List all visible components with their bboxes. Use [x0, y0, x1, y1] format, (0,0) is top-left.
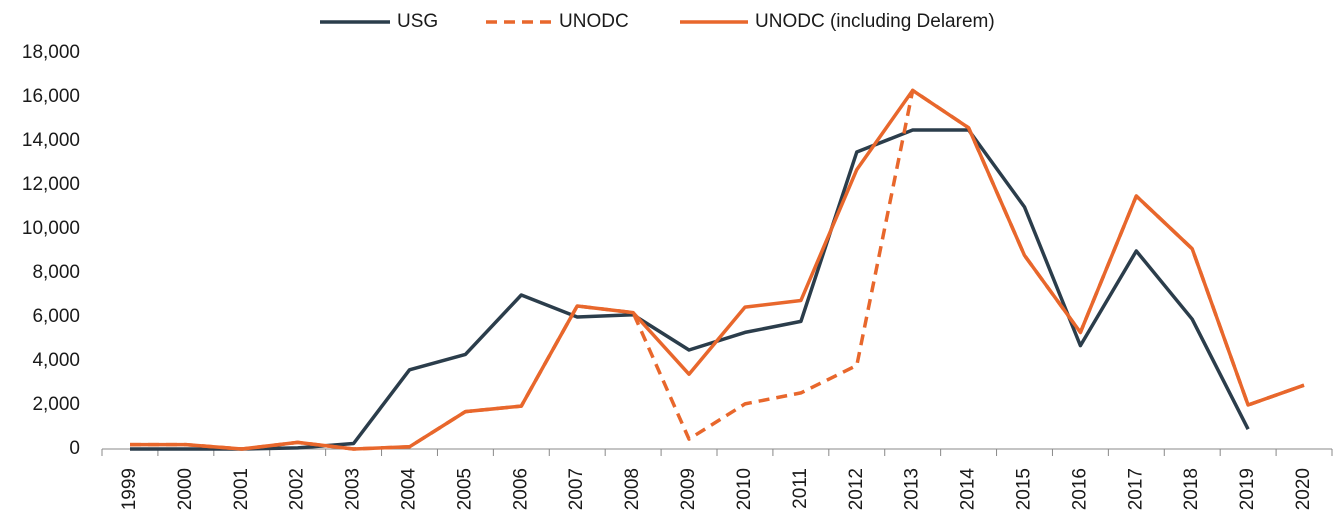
y-tick-label: 14,000	[22, 130, 80, 151]
x-tick-label: 2011	[790, 468, 811, 509]
y-tick-label: 18,000	[22, 42, 80, 63]
x-tick-label: 2004	[399, 468, 420, 511]
x-tick-label: 2019	[1237, 468, 1258, 510]
y-tick-label: 10,000	[22, 218, 80, 239]
series-line	[130, 88, 1305, 451]
x-tick-label: 2008	[622, 468, 643, 510]
x-tick-label: 1999	[119, 468, 140, 510]
legend-label: USG	[397, 11, 438, 32]
y-tick-label: 8,000	[32, 262, 80, 283]
x-tick-label: 2014	[958, 468, 979, 511]
y-tick-label: 12,000	[22, 174, 80, 195]
y-tick-label: 2,000	[32, 394, 80, 415]
legend-label: UNODC (including Delarem)	[755, 11, 995, 32]
y-tick-label: 0	[69, 438, 80, 459]
x-tick-label: 2005	[454, 468, 475, 510]
y-tick-label: 6,000	[32, 306, 80, 327]
x-tick-label: 2020	[1293, 468, 1314, 510]
x-tick-label: 2012	[846, 468, 867, 510]
x-tick-label: 2002	[287, 468, 308, 510]
x-tick-label: 2007	[566, 468, 587, 510]
y-tick-label: 4,000	[32, 350, 80, 371]
x-tick-label: 2015	[1014, 468, 1035, 510]
x-tick-label: 2016	[1069, 468, 1090, 510]
x-tick-label: 2003	[343, 468, 364, 510]
x-tick-label: 2001	[231, 468, 252, 510]
series-line	[130, 88, 1305, 451]
legend-label: UNODC	[559, 11, 629, 32]
x-tick-label: 2018	[1181, 468, 1202, 510]
x-tick-label: 2009	[678, 468, 699, 510]
x-tick-label: 2017	[1125, 468, 1146, 510]
y-tick-label: 16,000	[22, 86, 80, 107]
x-tick-label: 2010	[734, 468, 755, 510]
series-line	[130, 128, 1250, 451]
x-tick-label: 2000	[175, 468, 196, 510]
x-tick-label: 2013	[902, 468, 923, 510]
x-tick-label: 2006	[510, 468, 531, 510]
